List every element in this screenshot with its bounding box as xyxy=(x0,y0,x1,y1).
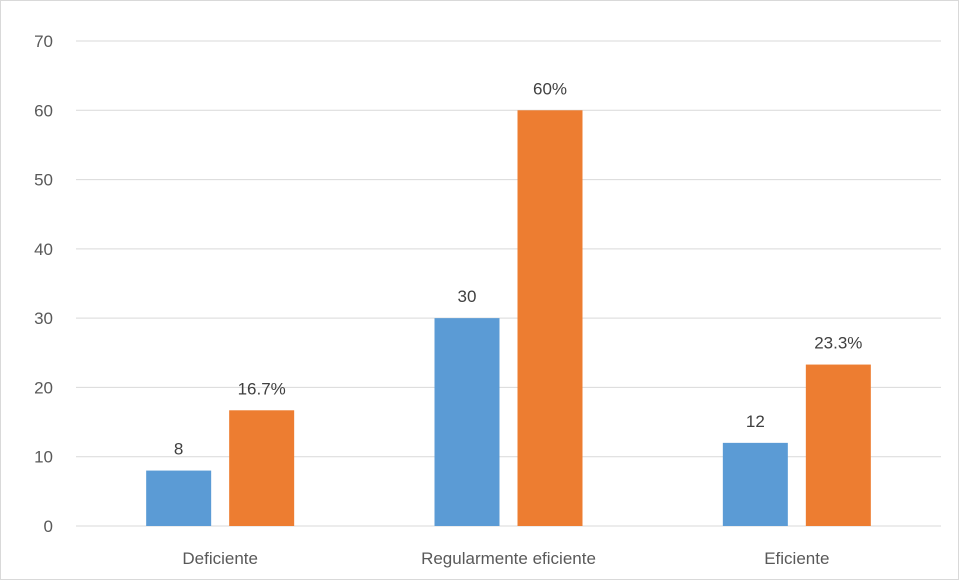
gridlines xyxy=(76,40,941,527)
y-tick-label: 30 xyxy=(34,309,53,328)
y-axis: 0 10 20 30 40 50 60 70 xyxy=(34,32,53,536)
y-tick-label: 40 xyxy=(34,240,53,259)
bars xyxy=(146,110,871,527)
y-tick-label: 60 xyxy=(34,101,53,120)
y-tick-label: 50 xyxy=(34,171,53,190)
x-category-label: Deficiente xyxy=(182,549,258,568)
data-label: 12 xyxy=(746,412,765,431)
y-tick-label: 20 xyxy=(34,378,53,397)
data-label: 8 xyxy=(174,440,183,459)
data-labels: 8 16.7% 30 60% 12 23.3% xyxy=(174,79,863,458)
bar-series-2-0 xyxy=(229,410,295,526)
bar-series-1-1 xyxy=(434,318,500,526)
y-tick-label: 70 xyxy=(34,32,53,51)
bar-series-2-1 xyxy=(517,110,583,527)
bar-series-1-2 xyxy=(722,442,788,526)
data-label: 30 xyxy=(458,287,477,306)
y-tick-label: 0 xyxy=(44,517,53,536)
x-category-label: Regularmente eficiente xyxy=(421,549,596,568)
data-label: 60% xyxy=(533,79,567,98)
bar-series-1-0 xyxy=(146,470,212,526)
bar-series-2-2 xyxy=(805,364,871,526)
data-label: 23.3% xyxy=(814,334,862,353)
data-label: 16.7% xyxy=(238,379,286,398)
x-axis: Deficiente Regularmente eficiente Eficient… xyxy=(182,549,829,568)
x-category-label: Eficiente xyxy=(764,549,829,568)
y-tick-label: 10 xyxy=(34,448,53,467)
